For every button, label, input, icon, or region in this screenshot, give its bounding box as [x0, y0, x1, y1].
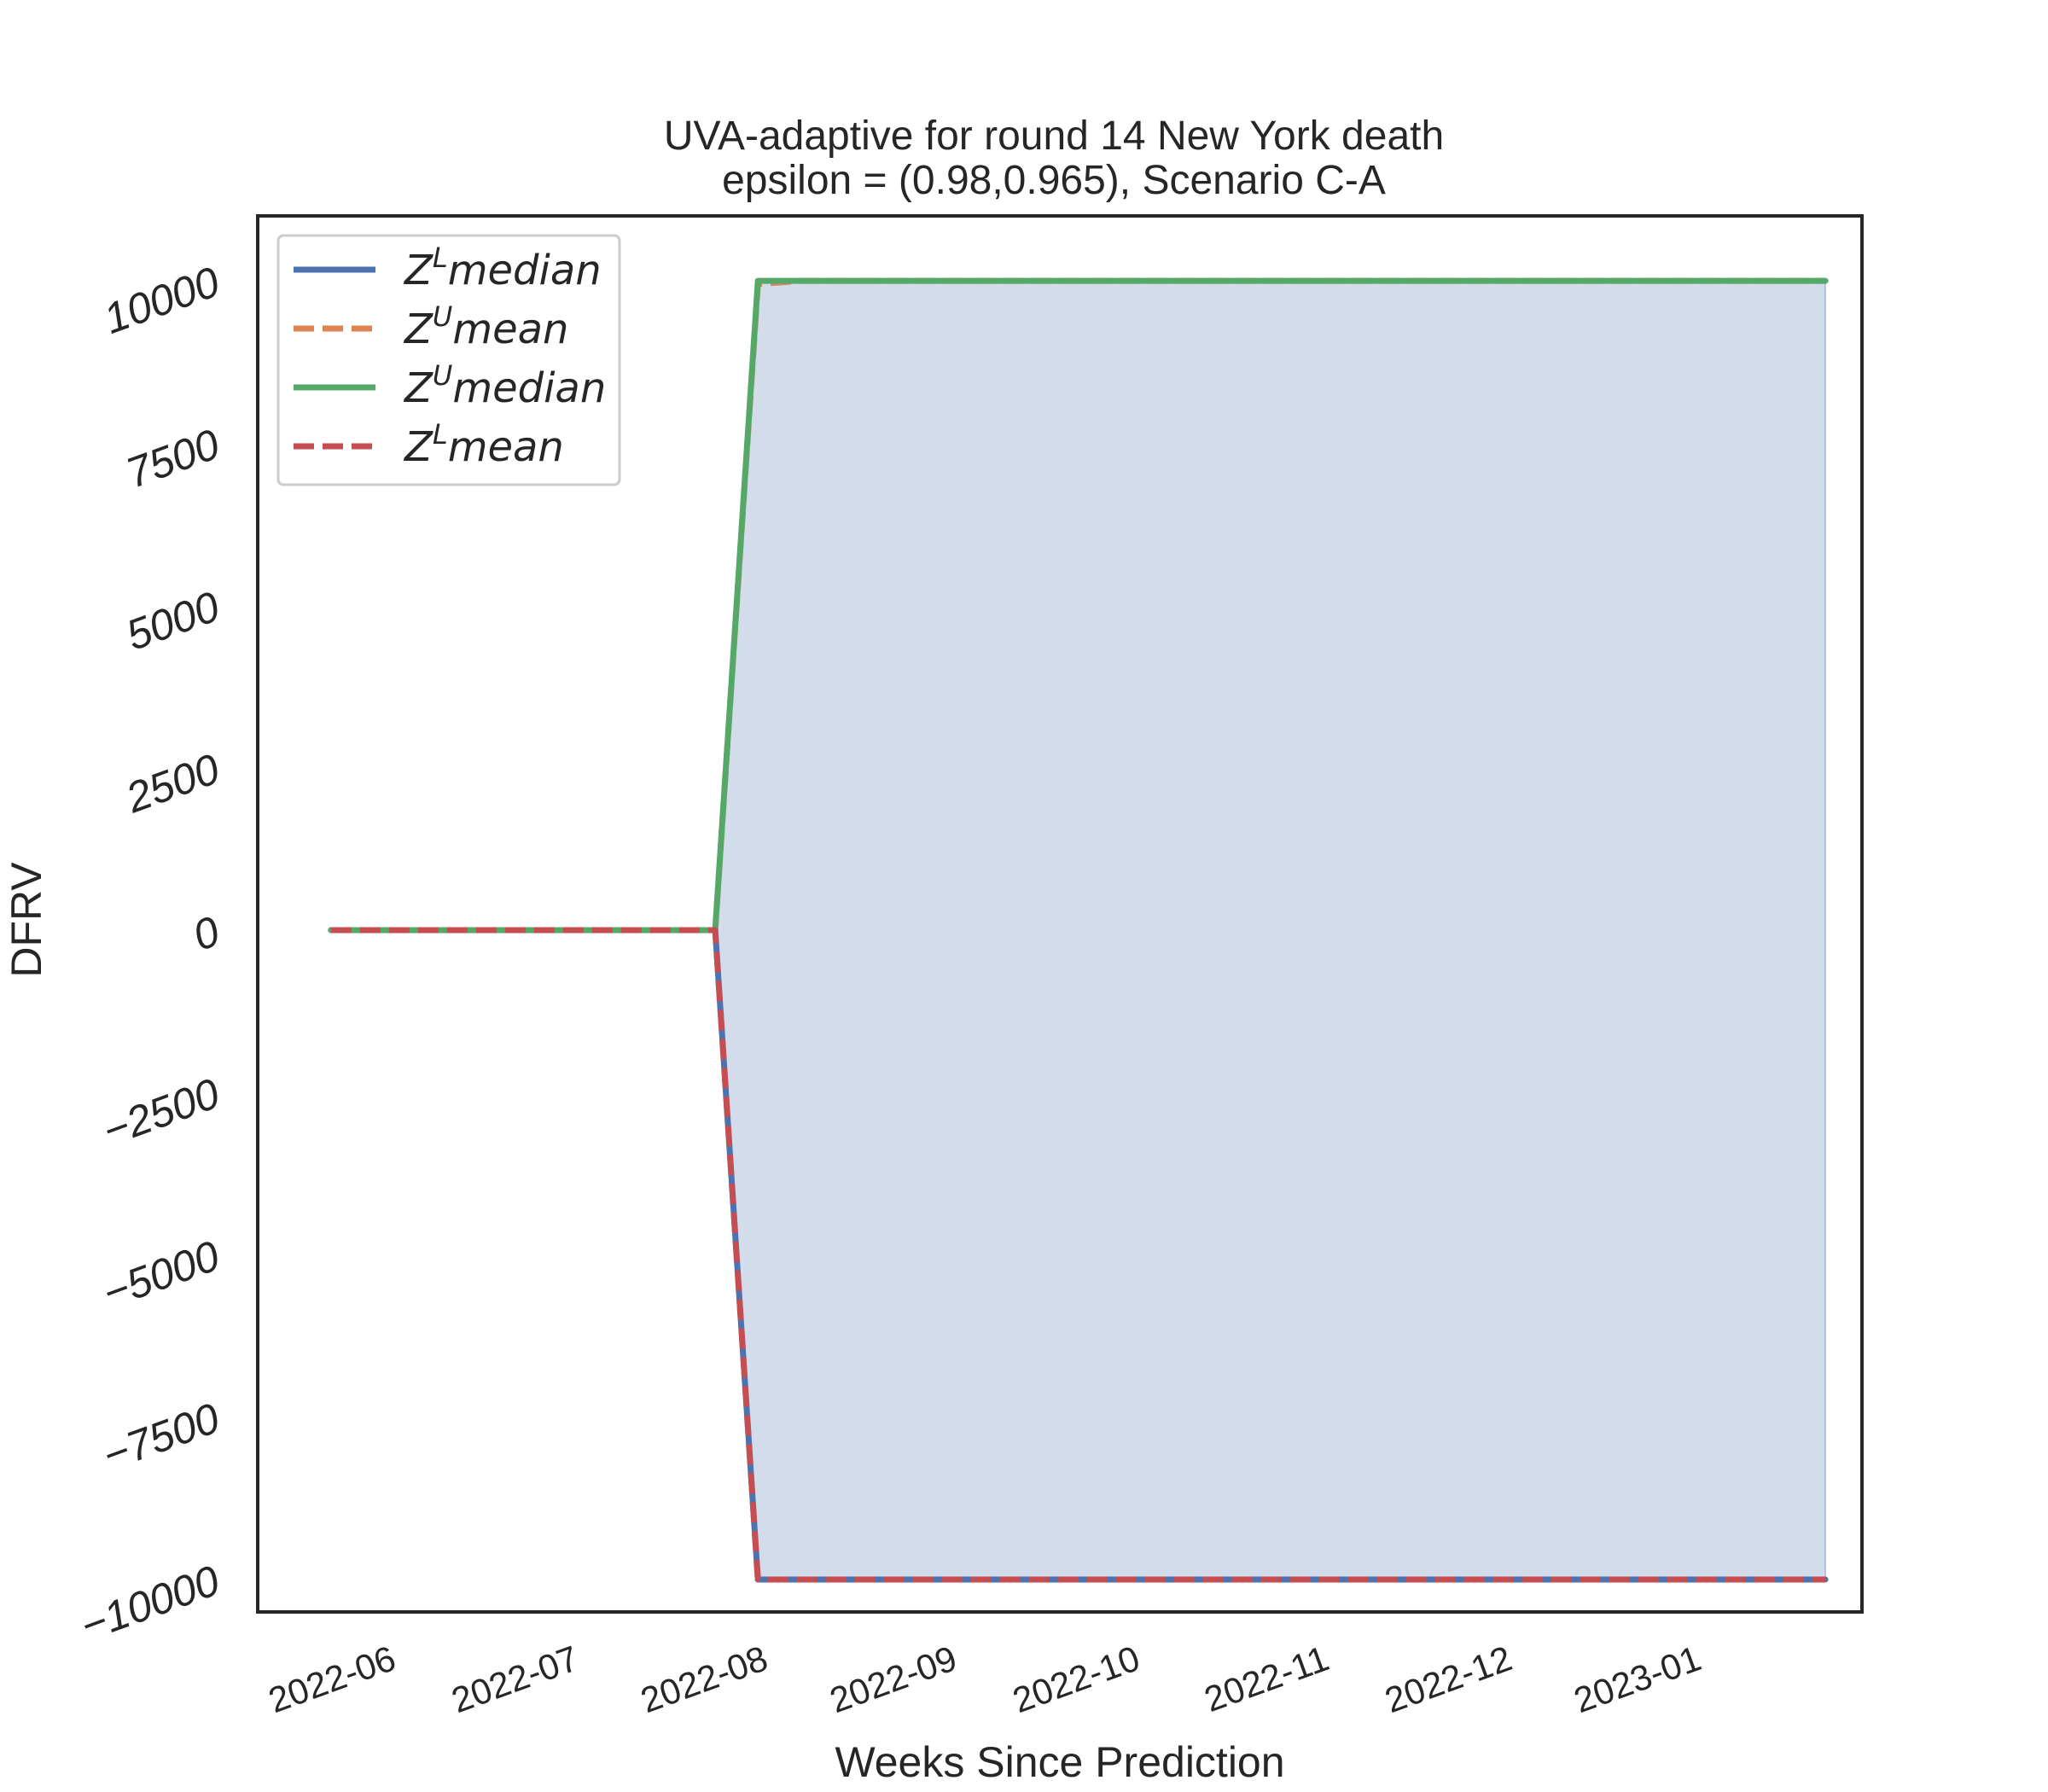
- x-tick-label: 2022-11: [1199, 1638, 1334, 1719]
- series-line-zl-mean: [330, 927, 1826, 1583]
- fill-between-area: [714, 280, 1827, 1580]
- x-tick-label: 2022-06: [264, 1638, 401, 1720]
- x-tick-label: 2022-10: [1008, 1638, 1145, 1720]
- y-tick-label: −7500: [96, 1393, 225, 1480]
- legend: ZLmedian ZUmean ZUmedian ZLmean: [276, 234, 621, 486]
- x-axis-ticks: 2022-06 2022-07 2022-08 2022-09 2022-10 2022-…: [264, 1638, 1707, 1720]
- series-line-zu-median: [328, 277, 1829, 934]
- chart-title-line1: UVA-adaptive for round 14 New York death: [664, 113, 1444, 159]
- legend-label: ZUmedian: [403, 359, 606, 412]
- x-tick-label: 2022-09: [824, 1638, 962, 1720]
- y-tick-label: −10000: [74, 1556, 225, 1650]
- y-tick-label: 10000: [97, 258, 225, 343]
- y-tick-label: 2500: [119, 744, 226, 822]
- series-layer: [328, 277, 1829, 1583]
- x-tick-label: 2022-08: [636, 1638, 773, 1720]
- y-tick-label: 7500: [120, 420, 226, 497]
- fill-area-layer: [714, 280, 1827, 1580]
- legend-label: ZUmean: [403, 300, 568, 353]
- x-axis-label: Weeks Since Prediction: [835, 1738, 1284, 1786]
- y-tick-label: −2500: [96, 1069, 225, 1155]
- chart-title-line2: epsilon = (0.98,0.965), Scenario C-A: [722, 158, 1386, 203]
- y-tick-label: 5000: [120, 582, 226, 660]
- plot-frame: [256, 214, 1864, 1614]
- legend-frame: [276, 234, 621, 486]
- legend-label: ZLmean: [403, 418, 564, 471]
- y-tick-label: 0: [187, 907, 225, 960]
- x-tick-label: 2022-12: [1380, 1638, 1517, 1720]
- legend-label: ZLmedian: [403, 241, 602, 294]
- y-tick-label: −5000: [96, 1231, 225, 1318]
- x-tick-label: 2023-01: [1568, 1638, 1706, 1720]
- x-tick-label: 2022-07: [446, 1638, 584, 1720]
- y-axis-ticks: −10000 −7500 −5000 −2500 0 2500 5000 7500 10000: [74, 258, 225, 1650]
- y-axis-label: DFRV: [3, 862, 50, 978]
